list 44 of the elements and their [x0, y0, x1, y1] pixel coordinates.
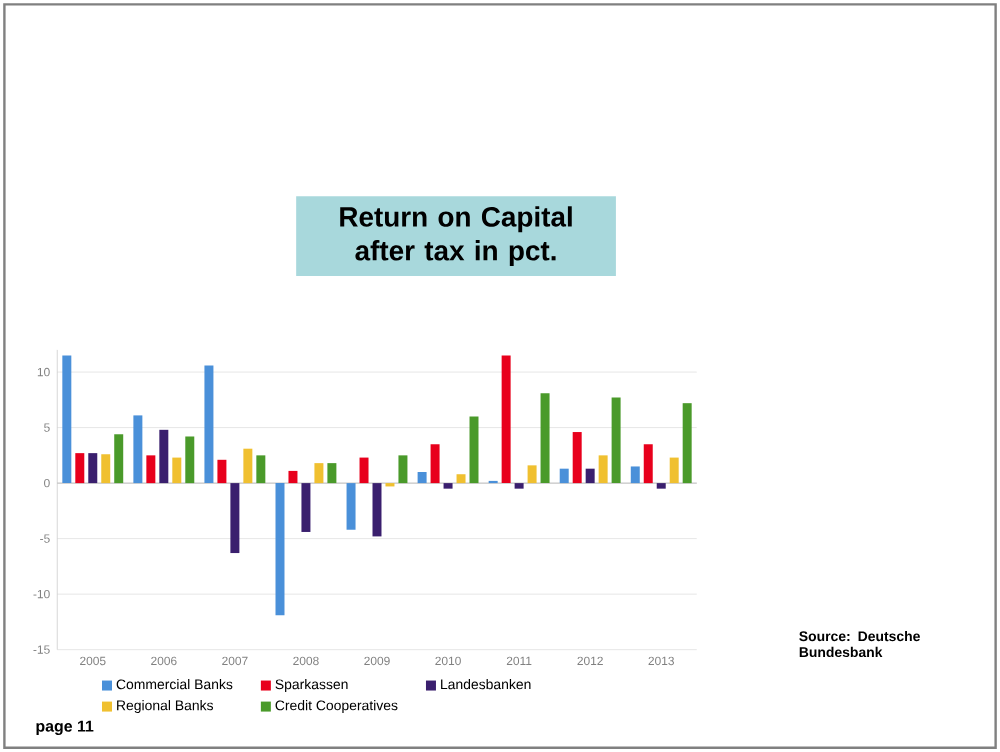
- bar: [159, 429, 169, 484]
- bar: [204, 365, 214, 484]
- bar: [398, 455, 408, 484]
- bar: [217, 459, 227, 484]
- bar: [88, 453, 98, 484]
- bar: [598, 455, 608, 484]
- bar: [230, 483, 240, 553]
- bar: [327, 463, 337, 484]
- bar: [288, 470, 298, 484]
- bar: [572, 431, 582, 484]
- bar: [75, 453, 85, 484]
- bar: [682, 403, 692, 484]
- bar: [501, 355, 511, 484]
- bar: [456, 474, 466, 484]
- bar: [469, 416, 479, 484]
- bar: [656, 483, 666, 489]
- bar: [630, 466, 640, 484]
- bar: [146, 455, 156, 484]
- bar: [514, 483, 524, 489]
- bar: [256, 455, 266, 484]
- bar: [275, 483, 285, 616]
- bar: [172, 457, 182, 484]
- bar: [133, 415, 143, 484]
- bar: [443, 483, 453, 489]
- bar: [417, 471, 427, 484]
- bar: [643, 444, 653, 484]
- bar: [669, 457, 679, 484]
- bar: [372, 483, 382, 537]
- bar: [585, 468, 595, 484]
- bar: [359, 457, 369, 484]
- bar: [185, 436, 195, 484]
- bar: [559, 468, 569, 484]
- bar: [301, 483, 311, 532]
- bar: [114, 434, 124, 484]
- bar: [540, 393, 550, 484]
- bar: [346, 483, 356, 530]
- bar: [101, 454, 111, 484]
- bar: [527, 465, 537, 484]
- bar: [314, 463, 324, 484]
- bar: [62, 355, 72, 484]
- bar: [611, 397, 621, 484]
- chart-title: Return on Capital after tax in pct.: [340, 206, 572, 267]
- bar: [243, 448, 253, 484]
- bar: [430, 444, 440, 484]
